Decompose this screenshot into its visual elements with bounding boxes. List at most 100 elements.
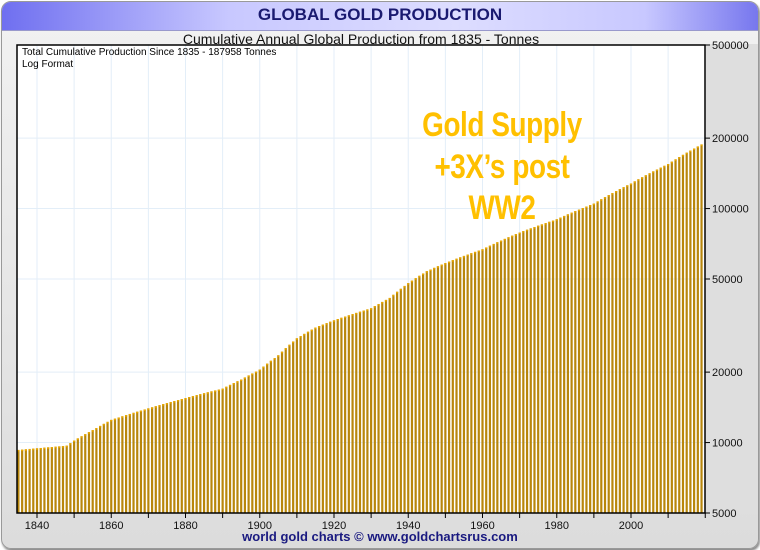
bar [511,235,514,513]
bar-cap [50,447,53,449]
bar [310,329,313,513]
bar [544,223,547,514]
bar-cap [150,407,154,409]
bar-cap [147,408,150,410]
bar [295,338,298,513]
bar [485,247,488,513]
bar [303,333,306,513]
log-format-note: Log Format [22,59,74,70]
bar [648,173,651,513]
bar-cap [128,413,131,416]
bar [678,157,681,514]
bar [262,366,265,513]
bar-cap [667,164,670,166]
bar [396,291,399,513]
bar-cap [451,260,454,262]
bar [336,319,339,513]
bar [65,445,68,513]
bar-cap [154,406,157,408]
bar-cap [176,400,180,402]
bar-cap [622,187,625,189]
bar [277,355,280,513]
total-note: Total Cumulative Production Since 1835 -… [22,47,277,58]
bar [344,316,347,513]
bar [32,448,35,513]
bar [210,391,213,513]
bar-cap [529,228,532,230]
bar-cap [481,249,484,251]
bar [358,311,362,513]
bar-cap [670,161,673,164]
bar [21,449,24,513]
bar [28,448,31,513]
bar [206,392,209,513]
y-tick-label: 50000 [712,274,743,286]
bar-cap [284,348,287,350]
bar [451,260,454,513]
bar [47,447,50,513]
bar [355,312,358,513]
bar-cap [95,428,98,430]
bar-cap [403,285,406,288]
bar-cap [644,175,647,177]
bar [247,375,250,513]
bar [110,419,113,513]
bar [351,314,354,513]
bar-cap [254,371,258,374]
bar [176,400,180,513]
bar [132,412,135,513]
bar-cap [136,411,139,414]
bar [258,369,261,513]
bar [540,224,543,514]
bar [180,399,183,513]
bar-cap [217,389,221,392]
bar-cap [548,221,551,224]
bar-cap [347,315,350,317]
bar-cap [477,250,480,253]
bar [269,360,272,513]
bar [574,211,577,513]
chart-title: Cumulative Annual Global Production from… [182,31,540,47]
bar [559,217,562,514]
bar-cap [633,181,636,183]
bar-cap [84,434,87,436]
bar [188,397,191,513]
bar-cap [329,321,332,324]
x-tick-label: 1880 [173,520,197,532]
x-tick-label: 1960 [470,520,494,532]
bar-cap [65,445,68,448]
bar-cap [288,344,291,347]
bar-cap [418,275,421,278]
bar [436,266,440,513]
bar-cap [507,237,510,239]
bar [321,324,324,513]
bar-cap [503,238,506,241]
bar [615,191,618,513]
bar-cap [429,269,432,271]
bar-cap [158,405,161,407]
bar-cap [693,148,696,150]
bar-cap [39,447,42,450]
bar [440,264,443,513]
bar [488,245,492,514]
bar-cap [258,369,261,372]
bar [425,271,428,513]
bar-cap [106,421,109,424]
bar [503,238,506,513]
bar-cap [340,317,343,320]
bar-cap [496,242,499,244]
bar [388,297,391,513]
bar [685,152,688,513]
bar-cap [280,351,284,354]
bar [373,306,376,513]
bar [551,220,555,513]
bar [652,171,655,513]
bar-cap [236,381,239,383]
bar [125,415,128,513]
bar-cap [210,391,213,393]
bar [481,249,484,513]
bar [147,408,150,513]
bar-cap [321,324,324,327]
bar-cap [455,258,458,261]
